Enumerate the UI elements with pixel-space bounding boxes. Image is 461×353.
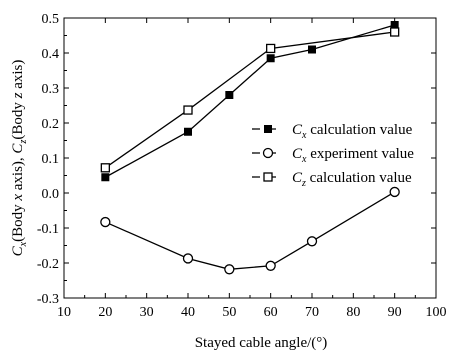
y-axis-title-cz-axis-word: axis) [10, 60, 26, 93]
data-point-cx-experiment [224, 264, 235, 275]
data-point-cx-calculation [308, 45, 316, 54]
y-tick-label: 0.2 [42, 117, 60, 132]
y-axis-title-cz-axis: z [10, 92, 26, 99]
x-tick-label: 20 [98, 305, 112, 320]
data-point-cz-calculation [100, 163, 110, 173]
legend-subscript: x [301, 130, 307, 141]
legend-item-cz-calculation: Cz calculation value [252, 170, 412, 189]
legend-subscript: x [301, 154, 307, 165]
legend-label: Cz calculation value [292, 170, 412, 189]
legend-marker [264, 125, 272, 133]
y-tick-label: -0.2 [37, 257, 59, 272]
legend-symbol: C [292, 170, 303, 186]
y-axis-title-cx-axis: x [10, 194, 26, 202]
y-axis-title: Cx(Body x axis), Cz(Body z axis) [10, 60, 29, 257]
legend-symbol: C [292, 122, 303, 138]
legend-symbol: C [292, 146, 303, 162]
y-axis-title-cx-axis-word: axis), [10, 154, 26, 194]
legend-text: calculation value [306, 122, 412, 138]
axes-layer: 10 20 30 40 50 60 70 80 90 100 -0.3 -0.2 -0.1 0.0 0.1 0… [37, 12, 447, 320]
series-layer [100, 21, 400, 275]
legend-marker [263, 172, 273, 182]
data-point-cz-calculation [183, 105, 193, 115]
data-point-cx-experiment [100, 216, 111, 228]
data-point-cz-calculation [266, 43, 276, 54]
series-line-cx-experiment [105, 191, 395, 270]
x-tick-label: 60 [264, 305, 278, 320]
data-point-cz-calculation [390, 27, 400, 37]
x-tick-label: 90 [388, 305, 402, 320]
data-point-cx-experiment [265, 260, 276, 271]
data-point-cx-experiment [306, 236, 318, 247]
data-point-cx-calculation [101, 173, 110, 182]
x-tick-label: 100 [426, 305, 447, 320]
y-axis-title-cx-symbol: C [10, 245, 26, 256]
data-point-cx-experiment [389, 186, 400, 198]
series-cz-calculation [100, 27, 400, 173]
y-axis-title-cx-text: (Body [10, 201, 26, 242]
legend-item-cx-calculation: Cx calculation value [252, 122, 413, 141]
y-tick-label: 0.3 [42, 82, 60, 97]
legend-text: calculation value [306, 170, 412, 186]
y-tick-label: 0.0 [42, 187, 60, 202]
x-tick-label: 80 [346, 305, 360, 320]
y-axis-title-cz-symbol: C [10, 143, 26, 154]
legend-text: experiment value [306, 146, 414, 162]
y-tick-label: -0.3 [37, 292, 59, 307]
x-tick-label: 40 [181, 305, 195, 320]
y-tick-label: 0.5 [42, 12, 60, 27]
data-point-cx-calculation [266, 54, 275, 63]
series-line-cz-calculation [104, 31, 395, 169]
data-point-cx-calculation [184, 127, 192, 136]
data-point-cx-experiment [182, 253, 194, 264]
data-point-cx-calculation [225, 91, 234, 99]
x-tick-label: 30 [140, 305, 154, 320]
x-tick-label: 50 [222, 305, 236, 320]
y-axis-title-cz-subscript: z [18, 140, 29, 145]
x-tick-label: 70 [305, 305, 319, 320]
y-axis-title-cz-text: (Body [10, 98, 26, 139]
x-axis-title: Stayed cable angle/(°) [195, 335, 328, 351]
x-tick-label: 10 [57, 305, 71, 320]
legend-label: Cx calculation value [292, 122, 413, 141]
series-cx-calculation [101, 21, 399, 182]
legend-item-cx-experiment: Cx experiment value [252, 146, 414, 165]
legend-marker [262, 147, 274, 159]
y-tick-label: 0.1 [42, 152, 60, 167]
series-cx-experiment [100, 186, 400, 275]
legend-label: Cx experiment value [292, 146, 414, 165]
y-tick-label: 0.4 [42, 47, 60, 62]
series-line-cx-calculation [105, 24, 395, 178]
legend-subscript: z [301, 178, 306, 189]
y-tick-label: -0.1 [37, 222, 59, 237]
y-axis-title-cx-subscript: x [18, 241, 29, 247]
